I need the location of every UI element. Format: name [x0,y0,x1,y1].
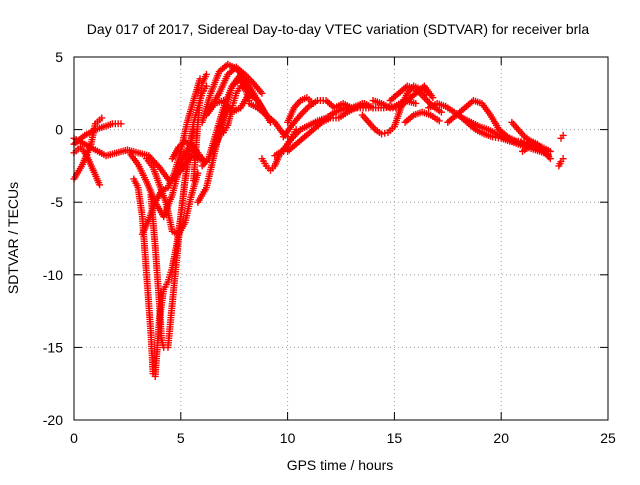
data-point [544,152,552,160]
y-tick-label: -20 [43,412,63,428]
data-point [98,114,106,122]
data-point [258,89,266,97]
y-tick-label: -10 [43,267,63,283]
data-point [546,147,554,155]
data-point [435,117,443,125]
data-point-marker [300,108,308,116]
x-tick-label: 15 [387,430,403,446]
series-sat-i [126,140,208,221]
series-sat-r [215,82,249,137]
data-point-marker [302,106,310,114]
series-sat-l [194,75,253,206]
series-sat-ah [519,140,552,160]
x-tick-label: 10 [280,430,296,446]
series-sat-x [284,94,317,126]
x-tick-label: 20 [493,430,509,446]
series-sat-aj [557,131,567,142]
y-tick-label: -15 [43,339,63,355]
data-point [378,130,386,138]
x-tick-label: 5 [177,430,185,446]
data-point [96,181,104,189]
data-point-marker [381,129,389,137]
y-axis-label: SDTVAR / TECUs [5,182,21,294]
chart-title: Day 017 of 2017, Sidereal Day-to-day VTE… [87,21,590,37]
data-point [559,155,567,163]
series-sat-y [337,97,420,112]
series-sat-aa [369,82,437,112]
series-sat-h [143,155,202,238]
data-point [412,99,420,107]
y-tick-label: 5 [55,49,63,65]
data-point [429,94,437,102]
plot-frame [73,56,609,421]
data-point [241,85,249,93]
data-point-marker [422,95,430,103]
y-tick-label: -5 [51,194,64,210]
series-sat-ai [555,155,567,170]
data-point-marker [303,104,311,112]
x-tick-label: 25 [600,430,616,446]
data-layer [70,60,567,380]
data-point [117,120,125,128]
x-axis-label: GPS time / hours [287,457,394,473]
y-tick-label: 0 [55,122,63,138]
series-sat-q [209,104,232,155]
series-sat-af [454,111,548,154]
tick-layer: 0 5 10 15 20 25 -20 -15 -10 -5 0 5 [43,49,616,446]
data-point [559,131,567,139]
x-tick-label: 0 [70,430,78,446]
data-point [437,108,445,116]
series-sat-k [190,70,210,184]
data-point [309,99,317,107]
data-point [202,70,210,78]
series-sat-ac [401,108,443,126]
